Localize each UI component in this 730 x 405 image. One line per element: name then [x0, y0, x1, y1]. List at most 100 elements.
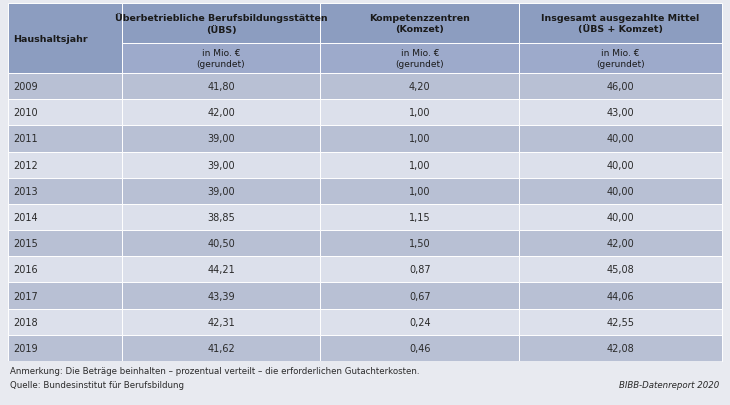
Text: 1,00: 1,00	[409, 134, 431, 144]
Bar	[8, 361, 722, 399]
Text: 41,80: 41,80	[207, 82, 235, 92]
Text: 41,62: 41,62	[207, 343, 235, 353]
Text: 40,00: 40,00	[607, 160, 634, 170]
Text: 44,06: 44,06	[607, 291, 634, 301]
Text: in Mio. €
(gerundet): in Mio. € (gerundet)	[596, 49, 645, 69]
Bar	[8, 309, 122, 335]
Text: 38,85: 38,85	[207, 213, 235, 222]
Bar	[8, 230, 122, 257]
Bar	[519, 100, 722, 126]
Text: 42,08: 42,08	[607, 343, 634, 353]
Text: 42,00: 42,00	[607, 239, 634, 249]
Bar	[320, 335, 519, 361]
Bar	[320, 205, 519, 230]
Bar	[519, 44, 722, 74]
Text: Quelle: Bundesinstitut für Berufsbildung: Quelle: Bundesinstitut für Berufsbildung	[10, 380, 184, 389]
Text: Haushaltsjahr: Haushaltsjahr	[13, 34, 88, 43]
Bar	[320, 178, 519, 205]
Text: 0,24: 0,24	[409, 317, 431, 327]
Text: 2017: 2017	[13, 291, 38, 301]
Bar	[122, 335, 320, 361]
Text: 2009: 2009	[13, 82, 38, 92]
Bar	[8, 283, 122, 309]
Bar	[519, 335, 722, 361]
Bar	[122, 152, 320, 178]
Text: 42,00: 42,00	[207, 108, 235, 118]
Text: 39,00: 39,00	[207, 186, 235, 196]
Text: 4,20: 4,20	[409, 82, 431, 92]
Bar	[122, 257, 320, 283]
Bar	[519, 283, 722, 309]
Text: 2019: 2019	[13, 343, 38, 353]
Bar	[8, 205, 122, 230]
Bar	[122, 100, 320, 126]
Text: 2011: 2011	[13, 134, 38, 144]
Bar	[8, 4, 122, 74]
Text: 2013: 2013	[13, 186, 38, 196]
Bar	[519, 257, 722, 283]
Bar	[8, 74, 122, 100]
Text: 0,67: 0,67	[409, 291, 431, 301]
Text: 45,08: 45,08	[607, 265, 634, 275]
Bar	[122, 126, 320, 152]
Bar	[8, 126, 122, 152]
Text: 39,00: 39,00	[207, 160, 235, 170]
Text: 2016: 2016	[13, 265, 38, 275]
Bar	[320, 4, 519, 44]
Bar	[122, 178, 320, 205]
Bar	[519, 309, 722, 335]
Text: 2014: 2014	[13, 213, 38, 222]
Text: 0,87: 0,87	[409, 265, 431, 275]
Text: Überbetriebliche Berufsbildungsstätten
(ÜBS): Überbetriebliche Berufsbildungsstätten (…	[115, 13, 327, 34]
Text: 2015: 2015	[13, 239, 38, 249]
Bar	[519, 126, 722, 152]
Text: 2012: 2012	[13, 160, 38, 170]
Bar	[320, 44, 519, 74]
Bar	[8, 257, 122, 283]
Bar	[320, 309, 519, 335]
Text: 40,00: 40,00	[607, 134, 634, 144]
Bar	[8, 178, 122, 205]
Text: in Mio. €
(gerundet): in Mio. € (gerundet)	[396, 49, 444, 69]
Bar	[122, 230, 320, 257]
Bar	[122, 74, 320, 100]
Text: 39,00: 39,00	[207, 134, 235, 144]
Text: 44,21: 44,21	[207, 265, 235, 275]
Text: 42,55: 42,55	[607, 317, 634, 327]
Bar	[519, 152, 722, 178]
Text: 43,00: 43,00	[607, 108, 634, 118]
Text: 42,31: 42,31	[207, 317, 235, 327]
Bar	[122, 283, 320, 309]
Text: 2018: 2018	[13, 317, 38, 327]
Bar	[519, 74, 722, 100]
Text: Insgesamt ausgezahlte Mittel
(ÜBS + Komzet): Insgesamt ausgezahlte Mittel (ÜBS + Komz…	[542, 14, 699, 34]
Bar	[519, 230, 722, 257]
Text: 46,00: 46,00	[607, 82, 634, 92]
Text: BIBB-Datenreport 2020: BIBB-Datenreport 2020	[619, 380, 719, 389]
Bar	[320, 283, 519, 309]
Bar	[320, 230, 519, 257]
Bar	[8, 335, 122, 361]
Bar	[519, 4, 722, 44]
Text: 43,39: 43,39	[207, 291, 235, 301]
Bar	[122, 205, 320, 230]
Text: 1,50: 1,50	[409, 239, 431, 249]
Bar	[519, 178, 722, 205]
Text: 1,15: 1,15	[409, 213, 431, 222]
Bar	[320, 100, 519, 126]
Text: 0,46: 0,46	[409, 343, 431, 353]
Text: 1,00: 1,00	[409, 186, 431, 196]
Bar	[320, 126, 519, 152]
Text: 40,00: 40,00	[607, 213, 634, 222]
Bar	[122, 309, 320, 335]
Text: 2010: 2010	[13, 108, 38, 118]
Text: Kompetenzzentren
(Komzet): Kompetenzzentren (Komzet)	[369, 14, 470, 34]
Bar	[320, 257, 519, 283]
Bar	[122, 44, 320, 74]
Text: 40,50: 40,50	[207, 239, 235, 249]
Text: 1,00: 1,00	[409, 160, 431, 170]
Bar	[320, 74, 519, 100]
Bar	[320, 152, 519, 178]
Bar	[519, 205, 722, 230]
Text: Anmerkung: Die Beträge beinhalten – prozentual verteilt – die erforderlichen Gut: Anmerkung: Die Beträge beinhalten – proz…	[10, 366, 420, 375]
